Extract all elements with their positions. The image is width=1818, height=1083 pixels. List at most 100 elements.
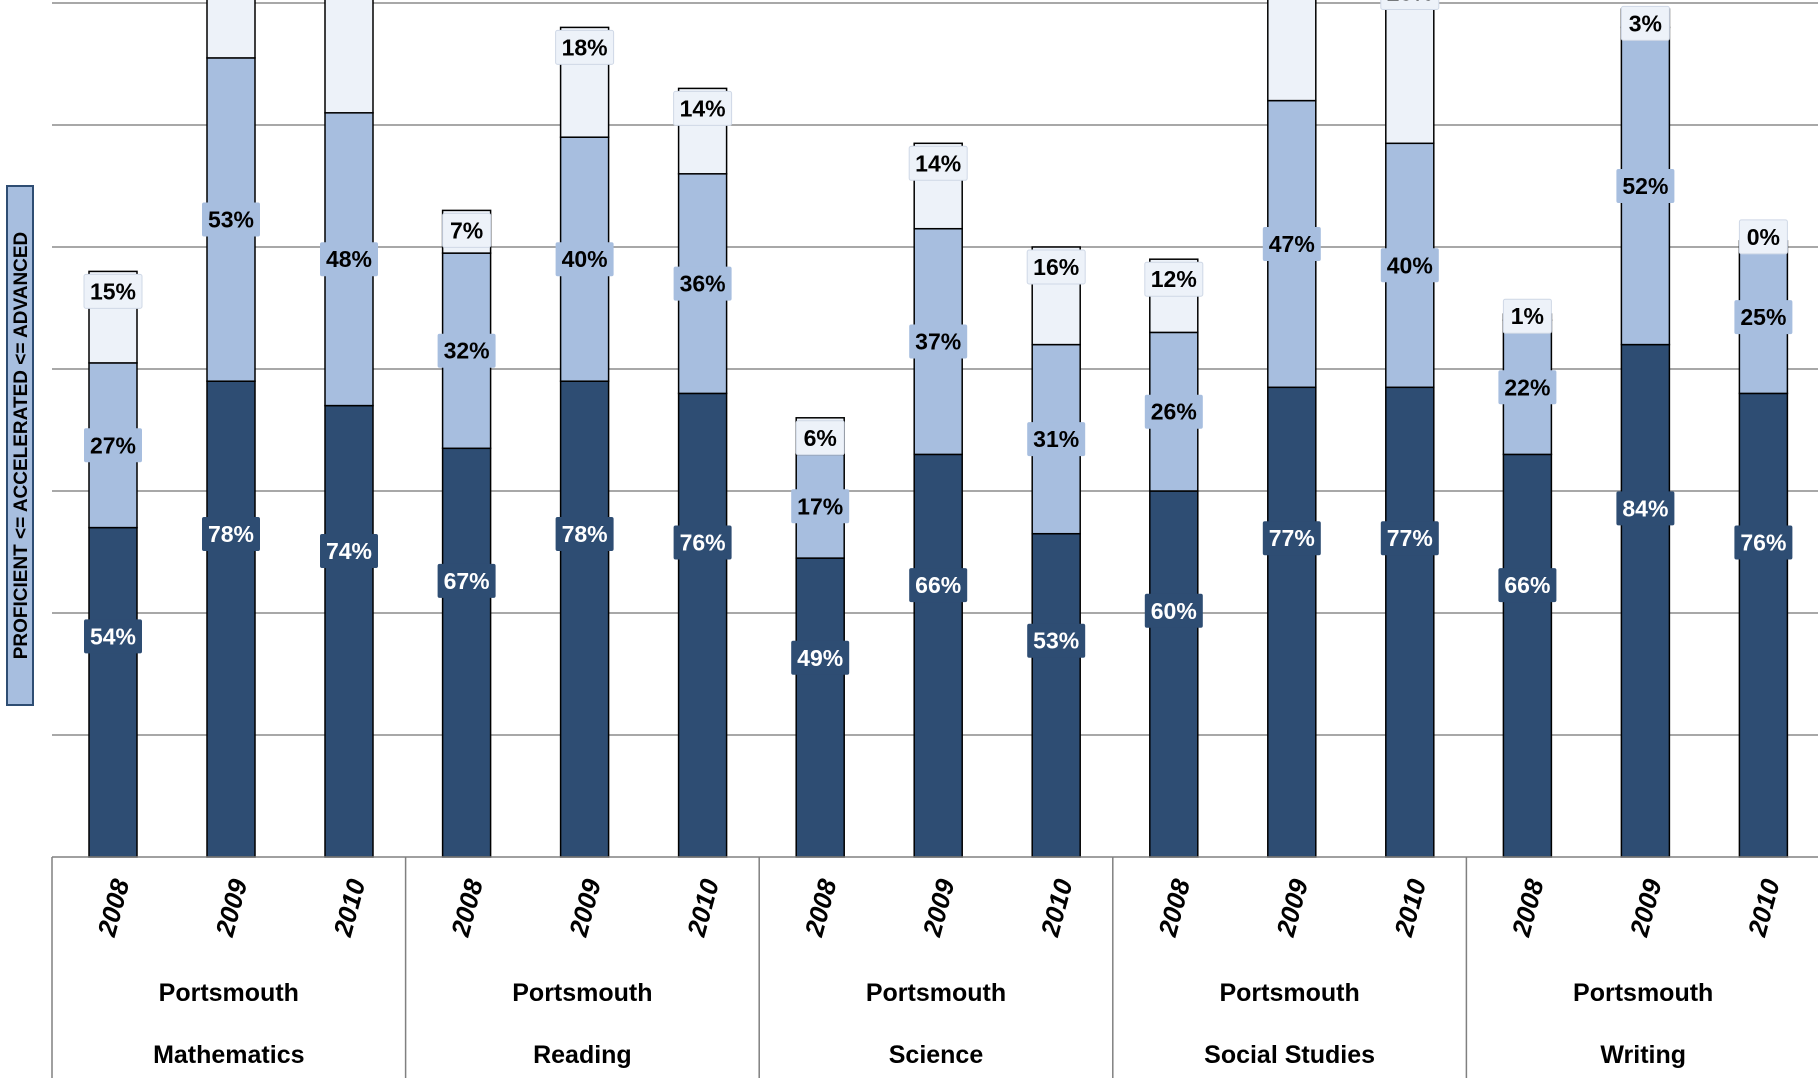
data-label-box [1502, 298, 1552, 334]
bar-segment-proficient [1620, 343, 1671, 858]
data-label: 49% [797, 645, 843, 671]
bar-segment-proficient [1385, 386, 1435, 858]
data-label: 77% [1269, 525, 1315, 551]
data-label-box [1498, 568, 1557, 603]
data-label-box [1616, 169, 1675, 203]
data-label-box [84, 428, 142, 463]
data-label: 52% [1622, 173, 1668, 199]
data-label-box [673, 525, 732, 560]
data-label: 17% [797, 493, 843, 519]
data-label: 74% [326, 538, 372, 564]
bar-segment-proficient [1502, 453, 1553, 858]
data-label: 25% [1740, 304, 1786, 330]
year-tick-label: 2009 [1270, 875, 1314, 940]
y-axis-label-group: PROFICIENT <= ACCELERATED <= ADVANCED [6, 185, 34, 706]
data-label: 15% [90, 278, 136, 304]
data-label-box [673, 90, 733, 126]
year-tick-label: 2010 [1034, 875, 1078, 940]
bars [88, 0, 1789, 858]
data-label-box [320, 242, 378, 277]
data-label: 0% [1747, 224, 1780, 250]
data-label: 3% [1629, 10, 1662, 36]
data-label-box [202, 516, 260, 551]
data-label-box [1620, 5, 1670, 41]
year-tick-label: 2008 [445, 875, 489, 940]
data-label-box [555, 29, 615, 65]
data-label-box [795, 420, 845, 456]
data-label: 36% [680, 271, 726, 297]
bar-segment-proficient [206, 380, 256, 858]
data-label: 76% [1740, 529, 1786, 555]
data-label: 40% [1387, 252, 1433, 278]
data-label-box [437, 563, 496, 598]
data-label-box [909, 324, 968, 359]
data-label-box [84, 619, 142, 654]
data-label: 76% [680, 529, 726, 555]
data-label-box [1262, 226, 1321, 261]
data-label: 14% [915, 150, 961, 176]
data-label: 12% [1151, 266, 1197, 292]
data-label: 26% [1151, 399, 1197, 425]
year-tick-label: 2008 [91, 875, 135, 940]
data-label-box [437, 333, 496, 368]
group-label-school: Portsmouth [512, 979, 652, 1007]
data-label-box [1144, 394, 1203, 429]
data-label-box [1380, 521, 1439, 556]
data-label-box [1616, 491, 1675, 526]
data-label: 37% [915, 329, 961, 355]
bar-segment-proficient [795, 557, 845, 858]
data-label: 22% [1504, 374, 1550, 400]
bar-segment-proficient [1738, 392, 1789, 858]
data-label: 32% [444, 338, 490, 364]
bar-segment-advanced [324, 0, 374, 114]
group-label-school: Portsmouth [159, 979, 299, 1007]
data-label: 78% [562, 521, 608, 547]
data-label-box [202, 202, 260, 237]
group-label-school: Portsmouth [1219, 979, 1359, 1007]
data-label-box [1498, 370, 1557, 405]
bar-segment-advanced [1385, 0, 1435, 145]
data-label: 60% [1151, 598, 1197, 624]
group-label-subject: Mathematics [153, 1041, 304, 1069]
bar-segment-proficient [324, 404, 374, 858]
group-label-subject: Social Studies [1204, 1041, 1375, 1069]
data-label: 84% [1622, 495, 1668, 521]
data-label-box [909, 568, 968, 603]
group-label-subject: Writing [1600, 1041, 1686, 1069]
year-tick-label: 2010 [327, 875, 371, 940]
data-labels: 54%27%15%78%53%19%74%48%28%67%32%7%78%40… [83, 0, 1793, 675]
year-tick-label: 2009 [1623, 875, 1667, 940]
data-label: 28% [1387, 0, 1433, 6]
data-label-box [320, 534, 378, 569]
y-axis-label: PROFICIENT <= ACCELERATED <= ADVANCED [11, 232, 32, 660]
group-label-subject: Reading [533, 1041, 632, 1069]
data-label-box [1380, 0, 1440, 10]
data-label-box [1144, 593, 1203, 628]
group-label-subject: Science [889, 1041, 984, 1069]
data-label-box [1380, 248, 1439, 283]
bar-segment-proficient [441, 447, 492, 858]
category-axis: 2008 2009 2010 Portsmouth Mathematics 2008 200… [51, 856, 1818, 1078]
data-label: 31% [1033, 426, 1079, 452]
data-label-box [1027, 623, 1086, 658]
data-label: 7% [450, 217, 483, 243]
year-tick-label: 2008 [1505, 875, 1549, 940]
data-label-box [1738, 219, 1788, 255]
year-tick-label: 2008 [798, 875, 842, 940]
data-label: 48% [326, 246, 372, 272]
data-label-box [83, 273, 143, 309]
data-label: 27% [90, 432, 136, 458]
data-label: 18% [562, 34, 608, 60]
data-label-box [673, 266, 732, 301]
data-label-box [908, 145, 968, 181]
group-label-school: Portsmouth [1573, 979, 1713, 1007]
data-label-box [1027, 422, 1086, 457]
bar-segment-advanced [1267, 0, 1317, 102]
data-label: 66% [915, 572, 961, 598]
data-label-box [555, 516, 614, 551]
data-label: 78% [208, 521, 254, 547]
year-tick-label: 2008 [1152, 875, 1196, 940]
year-tick-label: 2009 [563, 875, 607, 940]
data-label-box [791, 640, 850, 675]
